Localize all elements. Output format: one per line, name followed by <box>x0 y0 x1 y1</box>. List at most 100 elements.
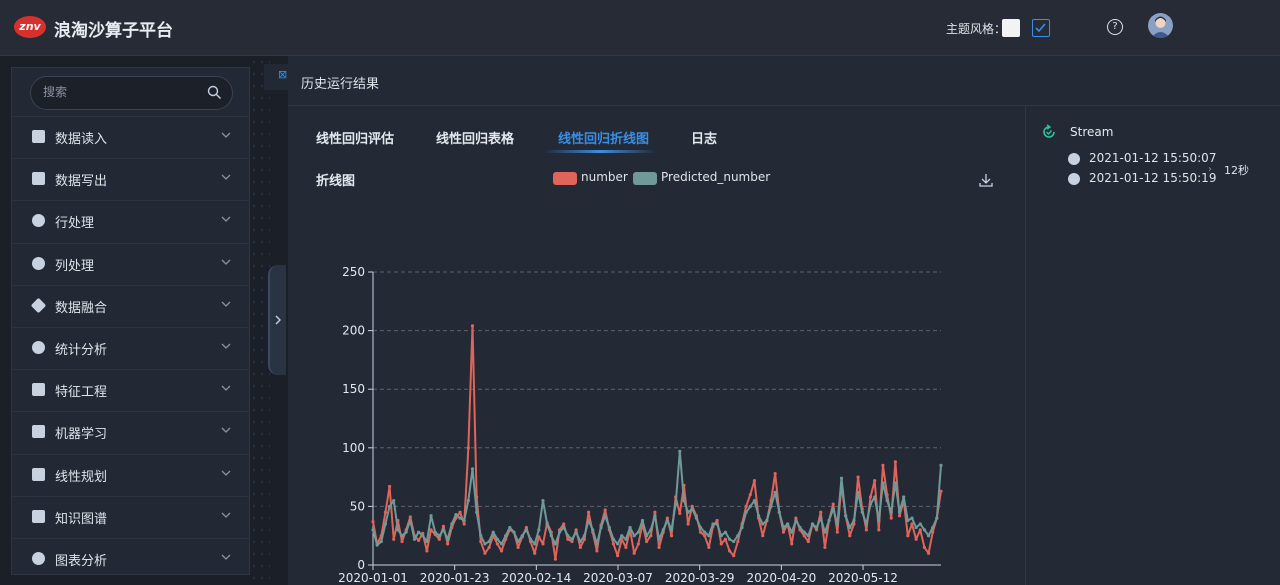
data-point <box>715 518 719 523</box>
tab-regression-eval[interactable]: 线性回归评估 <box>316 132 395 147</box>
theme-style-label: 主题风格： <box>946 22 1007 36</box>
data-point <box>839 476 844 480</box>
data-point <box>512 530 516 534</box>
data-point <box>756 514 761 518</box>
data-point <box>727 549 732 553</box>
data-point <box>375 543 379 547</box>
menu-item-label: 特征工程 <box>55 385 108 401</box>
tab-regression-line-chart[interactable]: 线性回归折线图 <box>558 132 650 147</box>
app-title: 浪淘沙算子平台 <box>54 21 173 41</box>
x-tick-label: 2020-03-29 <box>665 571 735 585</box>
data-point <box>931 525 935 530</box>
data-point <box>864 522 868 526</box>
panel-collapse-handle[interactable] <box>268 265 286 375</box>
data-point <box>781 530 786 534</box>
download-icon[interactable] <box>978 172 994 188</box>
menu-item-feature-engineering[interactable]: 特征工程 <box>12 369 249 411</box>
user-avatar[interactable] <box>1148 13 1173 38</box>
data-point <box>620 534 624 538</box>
column-process-icon <box>32 256 45 270</box>
menu-item-column-process[interactable]: 列处理 <box>12 242 249 285</box>
data-point <box>902 495 906 499</box>
chevron-down-icon <box>221 216 231 223</box>
y-tick-label: 200 <box>342 324 365 338</box>
data-point <box>466 498 470 503</box>
history-results-panel: 历史运行结果 线性回归评估 线性回归表格 线性回归折线图 日志 折线图 numb… <box>288 56 1280 585</box>
data-point <box>611 542 616 546</box>
data-point <box>657 545 661 550</box>
data-point <box>446 537 450 541</box>
search-input[interactable] <box>43 85 193 99</box>
help-icon[interactable]: ? <box>1107 19 1123 35</box>
menu-item-row-process[interactable]: 行处理 <box>12 200 249 242</box>
data-point <box>815 525 819 530</box>
run-duration: 12秒 <box>1224 164 1249 177</box>
data-point <box>545 522 549 526</box>
data-point <box>624 545 628 550</box>
knowledge-graph-icon <box>32 509 45 523</box>
run-name[interactable]: Stream <box>1070 125 1114 139</box>
tab-log[interactable]: 日志 <box>691 132 718 147</box>
data-point <box>773 471 777 476</box>
y-tick-label: 0 <box>357 558 365 572</box>
data-point <box>723 530 728 534</box>
data-point <box>649 534 653 538</box>
menu-item-knowledge-graph[interactable]: 知识图谱 <box>12 495 249 538</box>
data-point <box>732 554 736 558</box>
data-point <box>873 495 877 499</box>
theme-dark-option[interactable] <box>1032 19 1050 37</box>
data-point <box>935 516 939 520</box>
data-point <box>653 510 657 514</box>
brand-logo[interactable]: znv <box>14 16 46 38</box>
data-point <box>848 525 852 530</box>
legend-label-number: number <box>581 170 628 184</box>
tab-regression-table[interactable]: 线性回归表格 <box>436 132 515 147</box>
data-point <box>835 522 839 526</box>
data-point <box>694 516 698 520</box>
x-tick-label: 2020-04-20 <box>746 571 816 585</box>
data-point <box>939 489 943 493</box>
menu-item-label: 机器学习 <box>55 427 108 443</box>
menu-item-data-in[interactable]: 数据读入 <box>12 116 249 158</box>
legend-swatch-predicted[interactable] <box>633 172 657 185</box>
menu-item-statistics[interactable]: 统计分析 <box>12 326 249 369</box>
theme-light-option[interactable] <box>1002 19 1020 37</box>
data-point <box>785 522 790 526</box>
menu-item-linear-programming[interactable]: 线性规划 <box>12 453 249 496</box>
legend-swatch-number[interactable] <box>553 172 577 185</box>
menu-item-label: 数据读入 <box>55 132 108 147</box>
data-point <box>603 514 607 518</box>
close-icon[interactable]: ⊠ <box>278 68 288 81</box>
result-content: 线性回归评估 线性回归表格 线性回归折线图 日志 折线图 number Pred… <box>288 106 1026 585</box>
data-point <box>562 525 566 530</box>
data-point <box>429 528 433 532</box>
search-icon[interactable] <box>207 85 222 100</box>
data-point <box>906 534 910 538</box>
x-tick-label: 2020-02-14 <box>501 571 571 585</box>
chevron-down-icon <box>221 470 231 476</box>
data-point <box>475 510 479 514</box>
data-point <box>425 549 429 553</box>
data-point <box>740 525 744 530</box>
canvas-tab[interactable]: ⊠ <box>264 64 288 90</box>
menu-item-chart-analysis[interactable]: 图表分析 <box>12 537 249 580</box>
data-point <box>387 484 392 489</box>
menu-item-label: 列处理 <box>55 258 95 274</box>
menu-item-machine-learning[interactable]: 机器学习 <box>12 411 249 453</box>
data-point <box>578 545 582 550</box>
data-point <box>645 534 649 538</box>
data-point <box>831 502 835 506</box>
menu-item-data-out[interactable]: 数据写出 <box>12 158 249 200</box>
canvas-grid-background <box>250 56 270 585</box>
menu-item-data-merge[interactable]: 数据融合 <box>12 284 249 327</box>
data-point <box>483 542 487 546</box>
data-point <box>752 479 757 483</box>
x-tick-label: 2020-01-01 <box>338 571 408 585</box>
data-point <box>926 534 931 538</box>
data-point <box>856 490 860 494</box>
data-point <box>868 502 873 506</box>
operator-menu: 数据读入 数据写出 行处理 列处理 数据融合 统计分析 特征工程 机器学习 线性… <box>12 116 249 580</box>
data-point <box>392 537 396 541</box>
data-point <box>819 516 823 520</box>
data-point <box>516 545 520 550</box>
